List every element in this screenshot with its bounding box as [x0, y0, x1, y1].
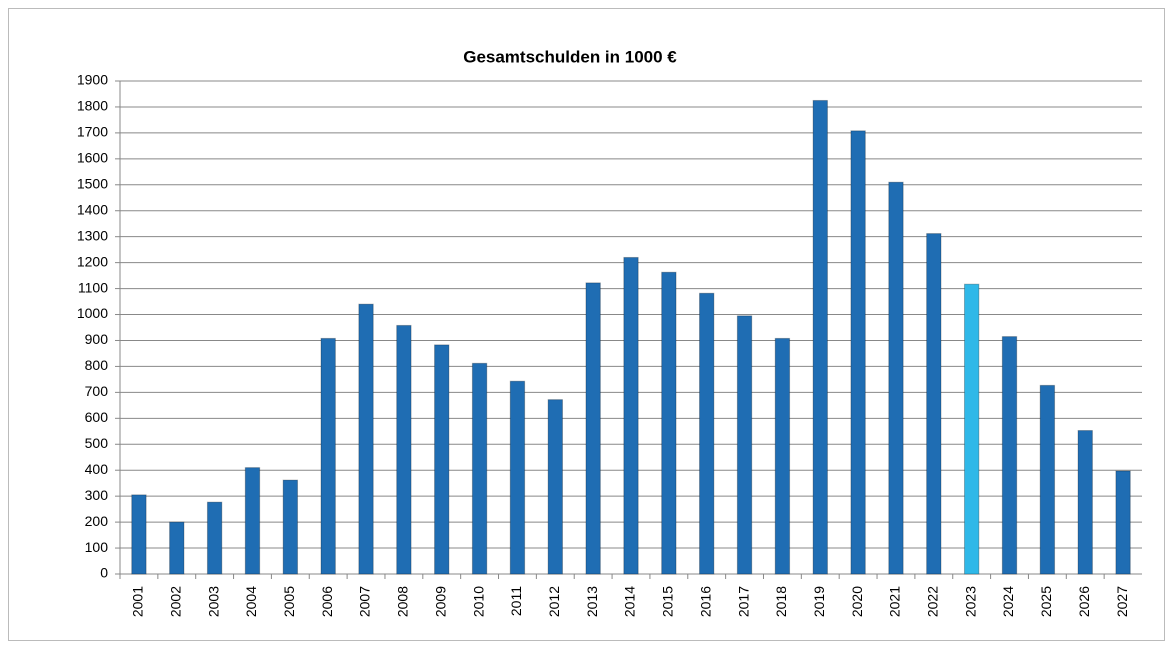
chart-title: Gesamtschulden in 1000 €: [463, 47, 677, 66]
x-tick-label: 2019: [811, 586, 827, 617]
y-tick-label: 700: [85, 383, 109, 399]
bar: [1039, 384, 1056, 575]
x-tick-label: 2003: [205, 586, 221, 617]
x-tick-label: 2026: [1076, 586, 1092, 617]
x-tick-label: 2006: [319, 586, 335, 617]
x-tick-label: 2021: [887, 586, 903, 617]
x-tick-label: 2025: [1038, 586, 1054, 617]
x-tick-label: 2009: [432, 586, 448, 617]
x-tick-label: 2004: [243, 586, 259, 617]
y-tick-label: 1900: [77, 72, 108, 88]
x-tick-label: 2020: [849, 586, 865, 617]
bar: [547, 399, 563, 575]
y-tick-label: 600: [85, 409, 109, 425]
x-tick-label: 2011: [508, 586, 524, 616]
bar: [131, 494, 147, 575]
y-tick-label: 1100: [78, 279, 108, 295]
y-tick-label: 1300: [77, 227, 108, 243]
y-tick-label: 500: [85, 435, 109, 451]
y-tick-label: 400: [85, 461, 109, 477]
bar: [358, 303, 374, 575]
bar: [396, 324, 412, 575]
y-tick-label: 1200: [77, 253, 108, 269]
x-tick-label: 2013: [584, 586, 600, 617]
bar: [661, 271, 677, 575]
x-tick-label: 2023: [962, 586, 978, 617]
x-tick-label: 2007: [357, 586, 373, 617]
x-tick-label: 2005: [281, 586, 297, 617]
x-tick-label: 2018: [773, 586, 789, 617]
bar: [320, 337, 336, 575]
x-tick-label: 2012: [546, 586, 562, 617]
bar: [244, 467, 261, 575]
x-tick-label: 2014: [622, 586, 638, 617]
y-tick-label: 300: [85, 487, 109, 503]
x-tick-label: 2024: [1000, 586, 1016, 617]
bar: [850, 130, 866, 575]
y-tick-label: 1700: [77, 124, 108, 140]
x-tick-label: 2002: [167, 586, 183, 617]
y-tick-label: 100: [85, 539, 109, 555]
y-tick-label: 1400: [77, 201, 108, 217]
bar: [774, 337, 791, 575]
bar: [471, 362, 488, 575]
bar: [623, 256, 639, 575]
x-tick-label: 2017: [735, 586, 751, 617]
bar: [434, 344, 450, 575]
bar: [888, 181, 904, 575]
y-tick-label: 0: [100, 565, 108, 581]
bar: [1115, 470, 1131, 575]
y-tick-label: 200: [85, 513, 109, 529]
bar: [1077, 430, 1093, 575]
bar: [1001, 336, 1018, 575]
y-tick-label: 900: [85, 331, 109, 347]
bar: [926, 233, 942, 575]
bar: [699, 292, 715, 575]
y-tick-label: 800: [85, 357, 109, 373]
bar: [585, 282, 601, 575]
y-tick-label: 1000: [77, 305, 108, 321]
y-tick-label: 1500: [77, 175, 108, 191]
y-tick-label: 1600: [77, 150, 108, 166]
x-tick-label: 2027: [1114, 586, 1130, 617]
x-tick-label: 2016: [697, 586, 713, 617]
bar: [169, 521, 185, 575]
bar: [509, 380, 526, 575]
bar: [736, 315, 753, 575]
x-tick-label: 2010: [470, 586, 486, 617]
y-tick-label: 1800: [77, 98, 108, 114]
bar: [206, 501, 223, 575]
x-tick-label: 2022: [925, 586, 941, 617]
bar: [282, 479, 299, 575]
bar: [812, 99, 828, 575]
x-tick-label: 2001: [130, 586, 146, 617]
bar: [963, 283, 980, 575]
x-tick-label: 2015: [660, 586, 676, 617]
x-tick-label: 2008: [395, 586, 411, 617]
